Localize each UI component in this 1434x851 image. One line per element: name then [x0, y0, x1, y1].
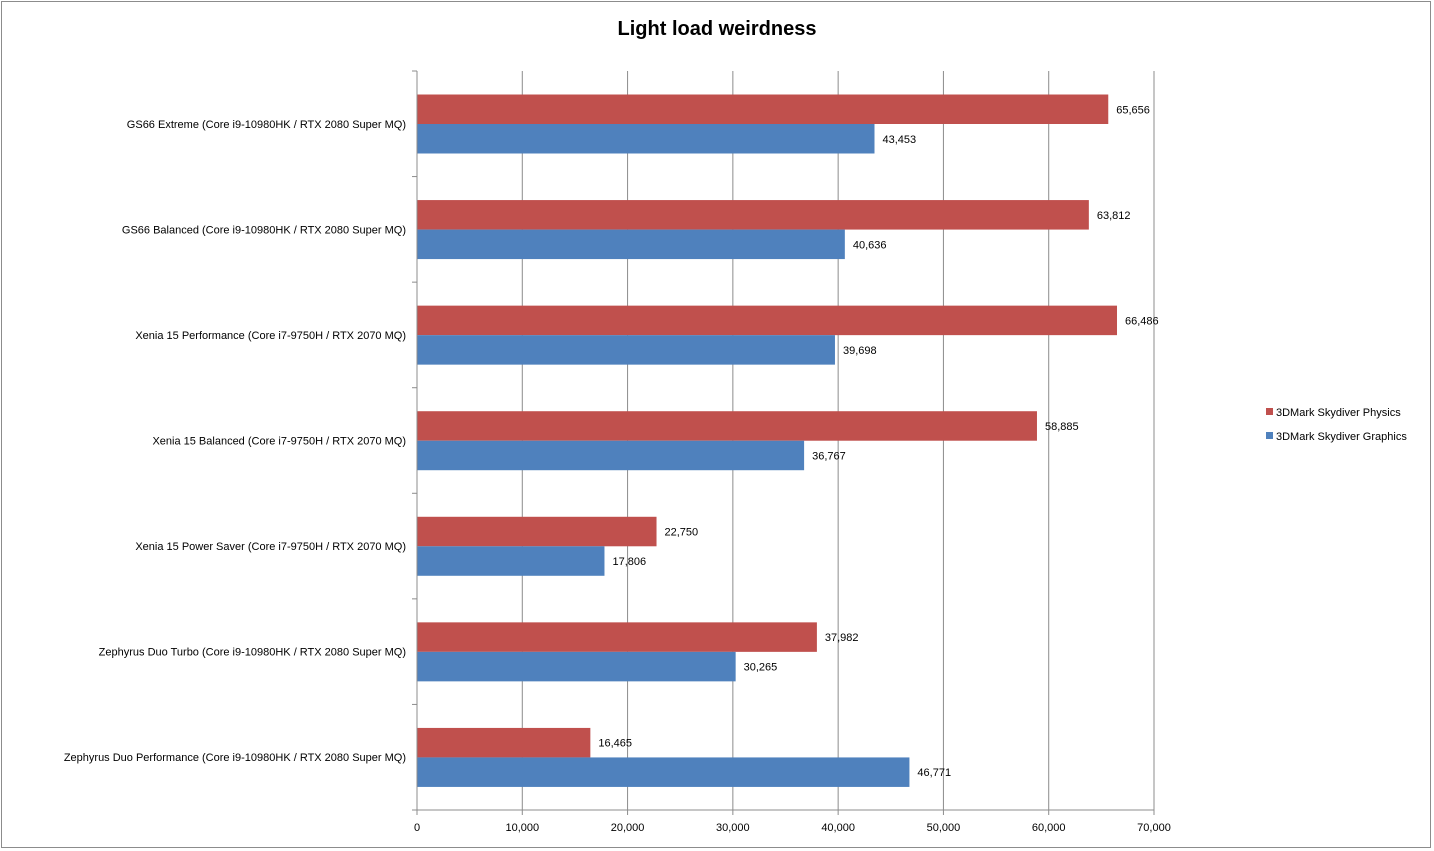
bars [417, 94, 1118, 787]
category-label: GS66 Balanced (Core i9-10980HK / RTX 208… [122, 224, 406, 236]
bar-graphics [417, 757, 910, 787]
category-label: Xenia 15 Performance (Core i7-9750H / RT… [135, 330, 406, 342]
category-label: Zephyrus Duo Performance (Core i9-10980H… [64, 752, 406, 764]
legend-swatch [1266, 432, 1273, 439]
axes [412, 70, 1155, 815]
legend-label: 3DMark Skydiver Graphics [1276, 431, 1407, 443]
bar-graphics [417, 440, 805, 471]
bar-physics [417, 94, 1109, 124]
bar-physics [417, 727, 591, 758]
bar-graphics [417, 546, 605, 576]
x-tick-label: 0 [414, 822, 420, 834]
data-label: 16,465 [598, 738, 632, 750]
data-label: 40,636 [853, 239, 887, 251]
data-label: 22,750 [665, 527, 699, 539]
category-label: Zephyrus Duo Turbo (Core i9-10980HK / RT… [99, 647, 406, 659]
legend: 3DMark Skydiver Physics 3DMark Skydiver G… [1266, 407, 1407, 443]
labels: 0 10,000 20,000 30,000 40,000 50,000 60,000 70,… [64, 104, 1171, 834]
x-tick-label: 50,000 [927, 822, 961, 834]
bar-physics [417, 516, 657, 547]
bar-physics [417, 305, 1118, 336]
legend-swatch [1266, 408, 1273, 415]
category-label: GS66 Extreme (Core i9-10980HK / RTX 2080… [127, 119, 406, 131]
bar-graphics [417, 124, 875, 154]
data-label: 36,767 [812, 450, 846, 462]
data-label: 39,698 [843, 345, 877, 357]
bar-physics [417, 622, 817, 652]
legend-label: 3DMark Skydiver Physics [1276, 407, 1401, 419]
bar-physics [417, 200, 1089, 230]
x-tick-label: 10,000 [505, 822, 539, 834]
data-label: 43,453 [882, 134, 916, 146]
data-label: 58,885 [1045, 421, 1079, 433]
x-tick-label: 60,000 [1032, 822, 1066, 834]
x-tick-label: 40,000 [821, 822, 855, 834]
category-label: Xenia 15 Balanced (Core i7-9750H / RTX 2… [152, 436, 406, 448]
x-tick-label: 20,000 [611, 822, 645, 834]
bar-graphics [417, 229, 845, 260]
x-tick-label: 70,000 [1137, 822, 1171, 834]
chart-title: Light load weirdness [618, 18, 817, 40]
data-label: 37,982 [825, 632, 859, 644]
bar-physics [417, 411, 1037, 441]
bar-graphics [417, 335, 835, 365]
data-label: 30,265 [744, 662, 778, 674]
bar-graphics [417, 651, 736, 682]
data-label: 66,486 [1125, 315, 1159, 327]
category-label: Xenia 15 Power Saver (Core i7-9750H / RT… [135, 541, 406, 553]
data-label: 63,812 [1097, 210, 1131, 222]
x-tick-label: 30,000 [716, 822, 750, 834]
data-label: 46,771 [917, 767, 951, 779]
data-label: 65,656 [1116, 104, 1150, 116]
data-label: 17,806 [612, 556, 646, 568]
